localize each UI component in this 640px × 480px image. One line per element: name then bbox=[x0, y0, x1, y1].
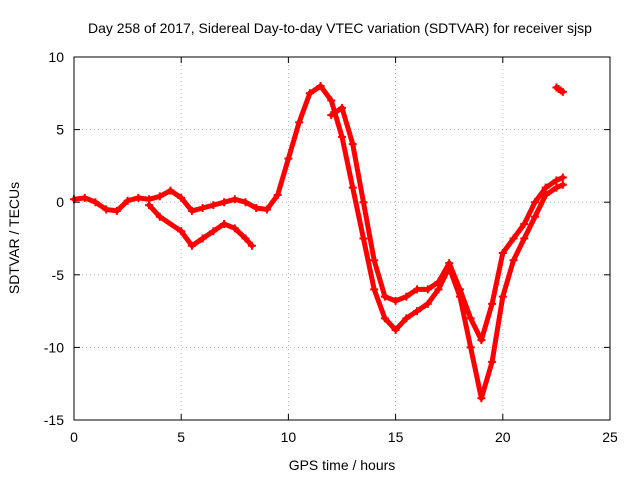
data-point bbox=[558, 180, 567, 189]
point-trail bbox=[446, 260, 463, 292]
point-trail bbox=[511, 236, 527, 263]
point-trail bbox=[318, 83, 334, 104]
point-trail bbox=[339, 105, 356, 147]
x-tick-label: 10 bbox=[281, 429, 297, 445]
point-trail bbox=[285, 119, 302, 162]
point-trail bbox=[371, 286, 388, 321]
point-trail bbox=[350, 185, 366, 241]
point-trail bbox=[521, 199, 538, 227]
y-tick-label: -15 bbox=[44, 412, 64, 428]
point-trail bbox=[243, 236, 255, 249]
point-trail bbox=[457, 286, 474, 321]
x-tick-label: 5 bbox=[177, 429, 185, 445]
y-tick-label: 10 bbox=[48, 49, 64, 65]
point-trail bbox=[393, 315, 409, 333]
point-trail bbox=[468, 344, 484, 401]
x-tick-label: 0 bbox=[70, 429, 78, 445]
ticks: 0 5 10 15 20 25 -15 -10 -5 0 5 10 bbox=[44, 49, 618, 445]
plot-frame bbox=[73, 56, 611, 421]
point-trail bbox=[435, 260, 452, 285]
x-tick-label: 15 bbox=[388, 429, 404, 445]
point-trail bbox=[178, 228, 195, 249]
y-tick-label: 5 bbox=[56, 122, 64, 138]
point-trail bbox=[371, 257, 388, 300]
y-axis-label: SDTVAR / TECUs bbox=[6, 182, 22, 294]
series-lower-track bbox=[145, 201, 256, 250]
point-trail bbox=[532, 185, 549, 205]
data-point bbox=[558, 173, 567, 182]
point-trail bbox=[500, 257, 517, 300]
data-points bbox=[70, 82, 567, 403]
y-tick-label: 0 bbox=[56, 194, 64, 210]
point-trail bbox=[339, 134, 356, 191]
point-trail bbox=[521, 214, 538, 241]
point-trail bbox=[489, 294, 506, 365]
y-tick-label: -10 bbox=[44, 339, 64, 355]
point-trail bbox=[360, 236, 377, 292]
series-outlier bbox=[552, 83, 567, 96]
point-trail bbox=[146, 202, 163, 220]
x-tick-label: 20 bbox=[495, 429, 511, 445]
point-trail bbox=[468, 315, 484, 343]
x-axis-label: GPS time / hours bbox=[289, 457, 396, 473]
point-trail bbox=[500, 236, 517, 256]
chart-title: Day 258 of 2017, Sidereal Day-to-day VTE… bbox=[88, 20, 592, 36]
point-trail bbox=[350, 141, 366, 205]
series-second-track bbox=[327, 103, 567, 345]
series-main-track bbox=[70, 82, 567, 403]
point-trail bbox=[328, 98, 345, 140]
point-trail bbox=[478, 301, 495, 343]
point-trail bbox=[275, 156, 291, 198]
point-trail bbox=[478, 359, 495, 401]
point-trail bbox=[360, 199, 377, 263]
point-trail bbox=[457, 294, 474, 350]
point-trail bbox=[532, 192, 549, 220]
point-trail bbox=[382, 315, 399, 333]
data-point bbox=[558, 87, 567, 96]
x-tick-label: 25 bbox=[602, 429, 618, 445]
point-trail bbox=[425, 286, 441, 307]
point-trail bbox=[157, 214, 184, 234]
point-trail bbox=[264, 192, 281, 212]
point-trail bbox=[489, 250, 506, 307]
point-trail bbox=[178, 195, 195, 214]
y-tick-label: -5 bbox=[52, 267, 65, 283]
point-trail bbox=[296, 90, 313, 125]
data-point bbox=[247, 241, 256, 250]
point-trail bbox=[511, 221, 527, 241]
